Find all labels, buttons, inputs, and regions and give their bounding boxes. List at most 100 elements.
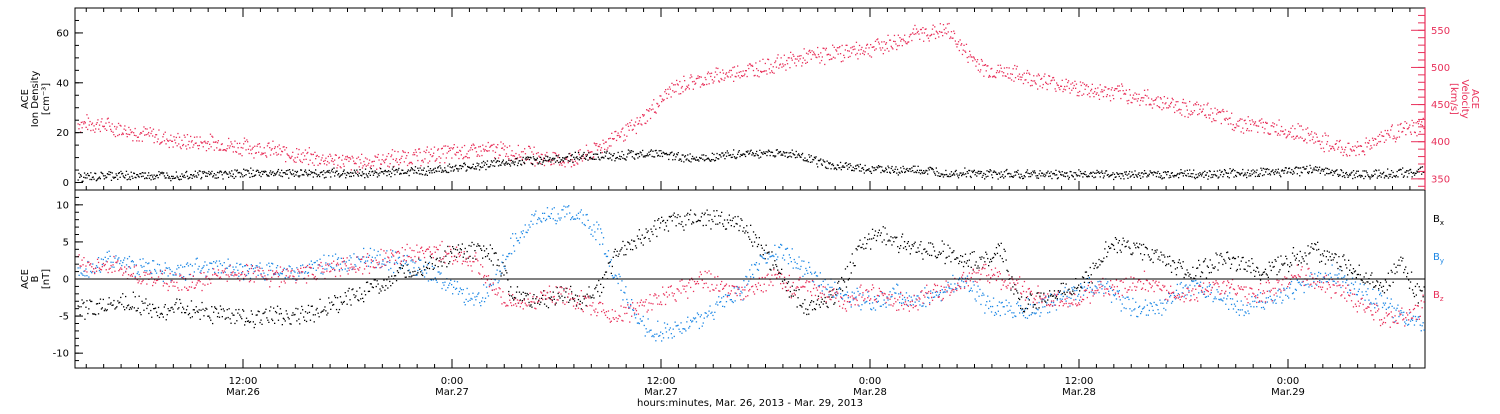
ion-density-point bbox=[1048, 172, 1051, 174]
velocity-point bbox=[903, 40, 905, 42]
velocity-point bbox=[1134, 92, 1136, 94]
ion-density-point bbox=[1327, 173, 1329, 175]
velocity-point bbox=[1295, 135, 1298, 137]
ion-density-point bbox=[1021, 175, 1023, 178]
ion-density-point bbox=[1217, 177, 1219, 179]
velocity-point bbox=[1061, 79, 1063, 81]
ion-density-point bbox=[1392, 171, 1394, 174]
ion-density-point bbox=[862, 168, 865, 171]
ion-density-point bbox=[1169, 174, 1171, 177]
velocity-point bbox=[359, 159, 361, 161]
bx-point bbox=[853, 265, 855, 267]
bx-point bbox=[126, 305, 129, 307]
bx-point bbox=[1012, 286, 1014, 288]
ion-density-point bbox=[579, 156, 581, 159]
velocity-point bbox=[513, 155, 516, 157]
ion-density-point bbox=[766, 154, 768, 157]
ion-density-point bbox=[230, 175, 232, 177]
ion-density-point bbox=[914, 165, 916, 167]
ion-density-point bbox=[512, 160, 514, 162]
bx-point bbox=[770, 269, 772, 271]
bx-point bbox=[573, 300, 576, 302]
velocity-point bbox=[491, 144, 493, 146]
ion-density-point bbox=[1275, 169, 1277, 171]
velocity-point bbox=[995, 72, 998, 74]
ion-density-point bbox=[444, 167, 446, 169]
ion-density-point bbox=[449, 166, 451, 168]
ion-density-point bbox=[1176, 173, 1178, 176]
ion-density-point bbox=[346, 171, 348, 174]
velocity-point bbox=[418, 148, 421, 150]
ion-density-point bbox=[1071, 174, 1073, 176]
velocity-point bbox=[252, 146, 254, 149]
bx-point bbox=[1289, 262, 1292, 264]
bx-point bbox=[1349, 264, 1352, 266]
velocity-point bbox=[147, 133, 149, 135]
bx-point bbox=[1190, 277, 1192, 279]
velocity-point bbox=[1373, 144, 1375, 146]
ion-density-point bbox=[847, 163, 850, 165]
ion-density-point bbox=[136, 174, 138, 176]
ion-density-point bbox=[904, 171, 907, 173]
bx-point bbox=[484, 256, 487, 258]
velocity-point bbox=[653, 111, 656, 113]
ion-density-point bbox=[581, 155, 583, 157]
velocity-point bbox=[342, 154, 344, 157]
velocity-point bbox=[1398, 136, 1401, 138]
ion-density-point bbox=[327, 171, 329, 173]
velocity-point bbox=[959, 39, 961, 41]
velocity-point bbox=[1206, 104, 1208, 106]
ion-density-point bbox=[1047, 170, 1049, 172]
velocity-point bbox=[1123, 93, 1125, 95]
bx-point bbox=[246, 320, 249, 322]
ion-density-point bbox=[547, 156, 549, 158]
velocity-point bbox=[885, 43, 887, 45]
ion-density-point bbox=[227, 173, 229, 175]
velocity-point bbox=[1271, 125, 1273, 127]
ion-density-point bbox=[1385, 174, 1387, 177]
velocity-point bbox=[718, 80, 720, 82]
bx-point bbox=[711, 218, 713, 221]
velocity-point bbox=[256, 145, 258, 147]
by-point bbox=[267, 274, 269, 276]
ion-density-point bbox=[704, 159, 706, 161]
velocity-point bbox=[720, 77, 722, 80]
ion-density-point bbox=[231, 170, 233, 172]
ion-density-point bbox=[167, 174, 169, 176]
ion-density-point bbox=[263, 171, 265, 173]
ion-density-point bbox=[665, 152, 668, 154]
velocity-point bbox=[1315, 133, 1317, 135]
velocity-point bbox=[444, 162, 446, 164]
ion-density-point bbox=[752, 152, 754, 154]
velocity-point bbox=[167, 140, 169, 142]
ion-density-point bbox=[854, 168, 856, 170]
ion-density-point bbox=[677, 152, 679, 154]
bx-point bbox=[1307, 245, 1309, 247]
bx-point bbox=[244, 321, 247, 323]
velocity-point bbox=[1254, 121, 1257, 123]
velocity-point bbox=[983, 75, 985, 77]
bx-point bbox=[1021, 308, 1024, 310]
velocity-point bbox=[737, 65, 739, 67]
velocity-point bbox=[1273, 123, 1276, 125]
velocity-point bbox=[1005, 75, 1007, 77]
bx-point bbox=[904, 246, 907, 248]
bx-point bbox=[130, 308, 133, 310]
ion-density-point bbox=[1188, 175, 1190, 178]
velocity-point bbox=[1060, 85, 1062, 87]
ion-density-point bbox=[373, 172, 375, 174]
bx-point bbox=[346, 303, 348, 305]
by-point bbox=[244, 265, 247, 267]
ion-density-point bbox=[464, 164, 466, 166]
ion-density-point bbox=[696, 159, 698, 161]
by-point bbox=[161, 270, 163, 272]
velocity-point bbox=[481, 154, 483, 157]
bx-point bbox=[220, 308, 222, 311]
velocity-point bbox=[889, 39, 892, 41]
velocity-point bbox=[1093, 96, 1095, 98]
ion-density-point bbox=[506, 163, 508, 165]
velocity-point bbox=[1318, 140, 1321, 142]
ion-density-point bbox=[194, 170, 196, 172]
velocity-point bbox=[551, 159, 554, 162]
by-point bbox=[216, 265, 219, 267]
